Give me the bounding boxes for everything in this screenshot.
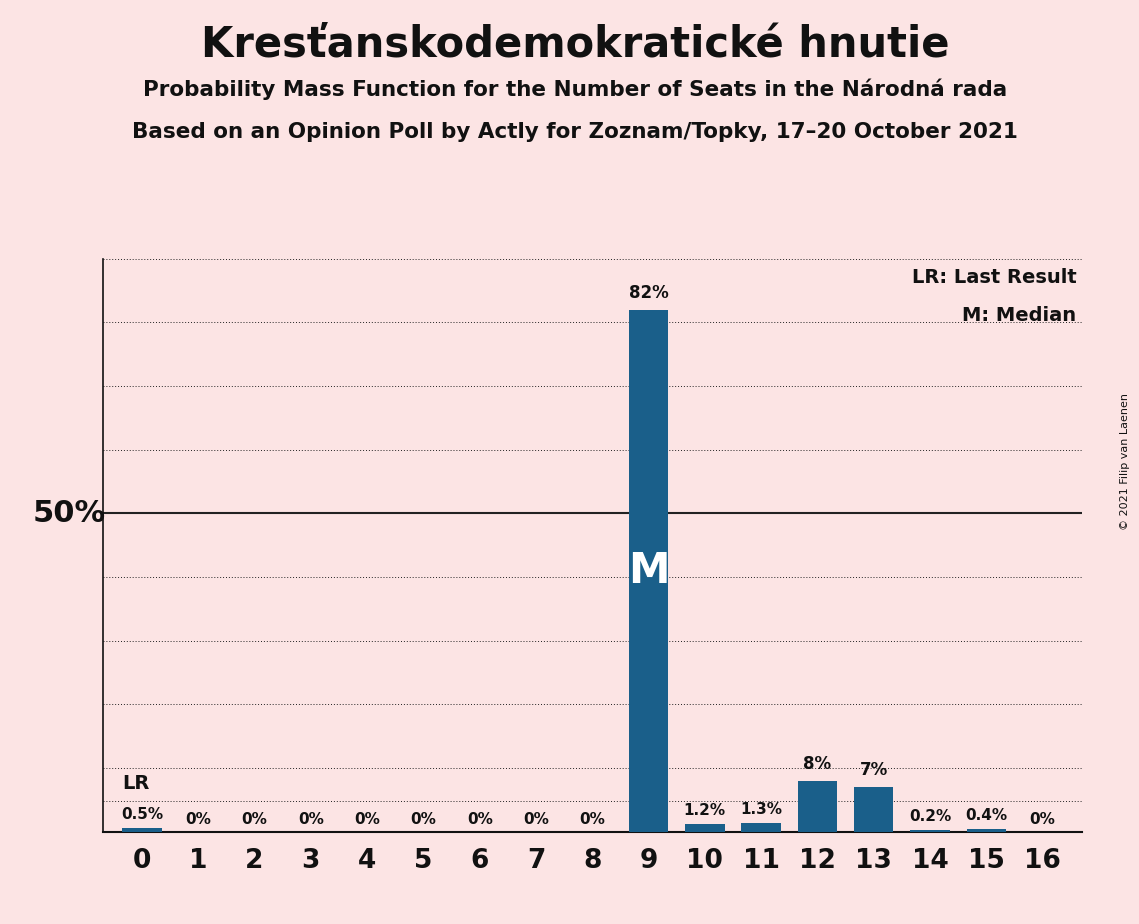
- Text: Based on an Opinion Poll by Actly for Zoznam/Topky, 17–20 October 2021: Based on an Opinion Poll by Actly for Zo…: [132, 122, 1018, 142]
- Text: 0%: 0%: [580, 811, 605, 826]
- Text: 0%: 0%: [1030, 811, 1056, 826]
- Text: 0%: 0%: [354, 811, 380, 826]
- Text: 1.3%: 1.3%: [740, 802, 782, 817]
- Bar: [910, 831, 950, 832]
- Text: M: Median: M: Median: [962, 307, 1076, 325]
- Text: Kresťanskodemokratické hnutie: Kresťanskodemokratické hnutie: [200, 23, 950, 65]
- Text: 8%: 8%: [803, 755, 831, 773]
- Text: 0.2%: 0.2%: [909, 808, 951, 824]
- Text: 0%: 0%: [523, 811, 549, 826]
- Bar: [797, 781, 837, 832]
- Bar: [967, 829, 1006, 832]
- Bar: [854, 787, 893, 832]
- Text: 0.4%: 0.4%: [965, 808, 1007, 822]
- Text: 50%: 50%: [32, 499, 105, 528]
- Bar: [741, 823, 781, 832]
- Text: 0%: 0%: [467, 811, 493, 826]
- Text: 7%: 7%: [860, 761, 888, 780]
- Text: 0%: 0%: [410, 811, 436, 826]
- Text: LR: Last Result: LR: Last Result: [911, 268, 1076, 287]
- Text: 0%: 0%: [298, 811, 323, 826]
- Text: 82%: 82%: [629, 284, 669, 302]
- Bar: [122, 829, 162, 832]
- Text: 0%: 0%: [241, 811, 268, 826]
- Text: Probability Mass Function for the Number of Seats in the Národná rada: Probability Mass Function for the Number…: [144, 79, 1007, 100]
- Text: © 2021 Filip van Laenen: © 2021 Filip van Laenen: [1121, 394, 1130, 530]
- Bar: [686, 824, 724, 832]
- Text: 1.2%: 1.2%: [683, 803, 726, 818]
- Text: 0.5%: 0.5%: [121, 807, 163, 822]
- Text: LR: LR: [122, 774, 149, 794]
- Bar: [629, 310, 669, 832]
- Text: 0%: 0%: [186, 811, 211, 826]
- Text: M: M: [628, 550, 670, 591]
